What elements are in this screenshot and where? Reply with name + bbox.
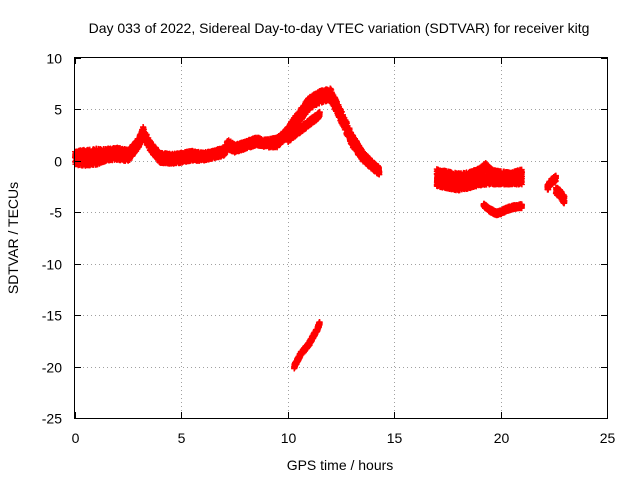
data-points bbox=[72, 85, 568, 372]
series-band-main bbox=[72, 85, 383, 178]
